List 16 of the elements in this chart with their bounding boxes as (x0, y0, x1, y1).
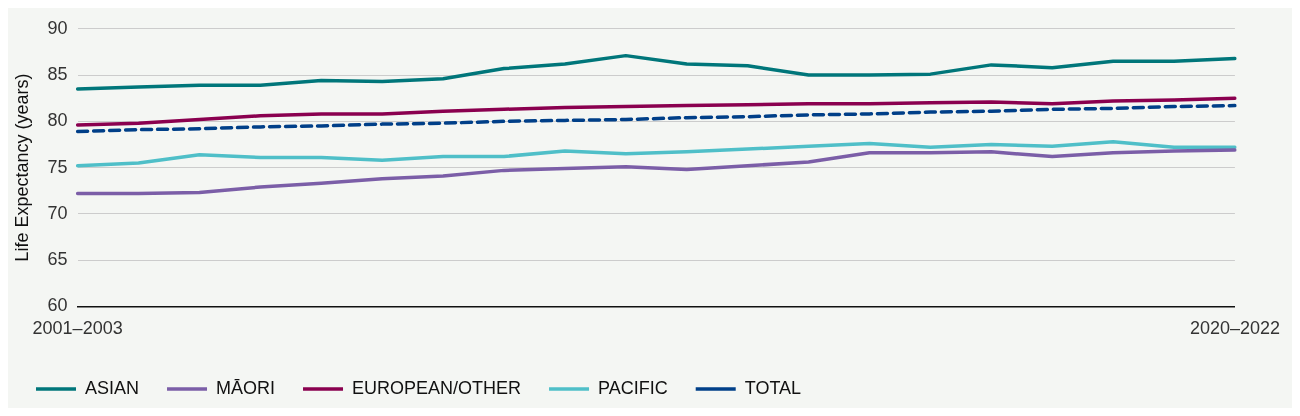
y-axis-title: Life Expectancy (years) (11, 73, 32, 262)
y-tick-label: 85 (47, 64, 68, 85)
line-series (75, 103, 1237, 134)
x-tick-label: 2001–2003 (32, 318, 123, 339)
legend-label: ASIAN (85, 377, 140, 398)
y-tick-label: 70 (47, 202, 68, 223)
legend-label: TOTAL (744, 377, 802, 398)
legend-label: MĀORI (216, 377, 276, 398)
legend-label: EUROPEAN/OTHER (352, 377, 522, 398)
y-tick-label: 60 (47, 295, 68, 316)
y-tick-label: 80 (47, 110, 68, 131)
y-tick-label: 75 (47, 156, 68, 177)
y-tick-label: 90 (47, 17, 68, 38)
legend-label: PACIFIC (598, 377, 668, 398)
y-tick-label: 65 (47, 249, 68, 270)
x-tick-label: 2020–2022 (1189, 318, 1281, 339)
